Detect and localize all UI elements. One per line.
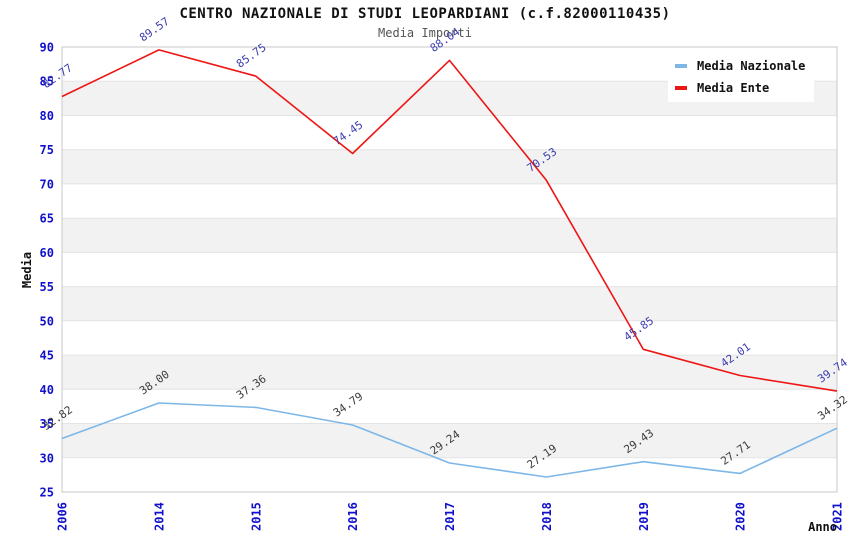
x-tick-label: 2016 <box>346 502 360 531</box>
y-tick-label: 80 <box>40 109 54 123</box>
media-ente-marker <box>675 85 687 90</box>
y-axis-title: Media <box>20 252 34 288</box>
plot-band <box>62 218 837 253</box>
y-tick-label: 70 <box>40 177 54 191</box>
plot-band <box>62 286 837 321</box>
legend-item-media-ente: Media Ente <box>668 81 814 95</box>
media-nazionale-marker <box>675 64 687 69</box>
x-tick-label: 2014 <box>152 502 166 531</box>
y-tick-label: 50 <box>40 314 54 328</box>
legend-item-media-nazionale: Media Nazionale <box>668 59 814 73</box>
y-tick-label: 60 <box>40 246 54 260</box>
series-line-media-nazionale <box>61 402 838 478</box>
legend-label-media-ente: Media Ente <box>697 80 770 95</box>
y-tick-label: 65 <box>40 212 54 226</box>
chart-subtitle: Media Importi <box>378 26 472 40</box>
plot-band <box>62 389 837 424</box>
plot-band <box>62 355 837 390</box>
y-tick-label: 85 <box>40 75 54 89</box>
y-tick-label: 55 <box>40 280 54 294</box>
x-tick-label: 2006 <box>56 502 70 531</box>
plot-border <box>61 46 838 493</box>
plot-band <box>62 149 837 184</box>
y-tick-label: 75 <box>40 143 54 157</box>
legend: Media Nazionale Media Ente <box>668 52 814 102</box>
series-line-media-ente <box>61 49 838 392</box>
x-tick-label: 2021 <box>831 502 845 531</box>
y-tick-label: 30 <box>40 451 54 465</box>
x-tick-label: 2017 <box>443 502 457 531</box>
x-tick-label: 2019 <box>637 502 651 531</box>
plot-band <box>62 115 837 150</box>
data-label: 89.57 <box>137 15 172 45</box>
x-axis-title: Anno <box>808 520 837 534</box>
x-tick-label: 2015 <box>249 502 263 531</box>
plot-band <box>62 252 837 287</box>
y-tick-label: 25 <box>40 486 54 500</box>
x-tick-label: 2018 <box>540 502 554 531</box>
plot-band <box>62 423 837 458</box>
legend-label-media-nazionale: Media Nazionale <box>697 59 806 74</box>
chart-title: CENTRO NAZIONALE DI STUDI LEOPARDIANI (c… <box>179 6 671 22</box>
y-tick-label: 90 <box>40 41 54 55</box>
y-tick-label: 40 <box>40 383 54 397</box>
y-tick-label: 35 <box>40 417 54 431</box>
y-tick-label: 45 <box>40 349 54 363</box>
plot-band <box>62 183 837 219</box>
x-tick-label: 2020 <box>734 502 748 531</box>
plot-band <box>62 320 837 355</box>
